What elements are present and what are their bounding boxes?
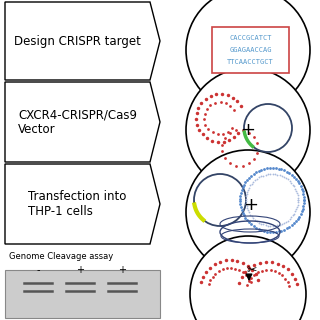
- Text: +: +: [118, 265, 126, 275]
- Text: CXCR4-CRISPR/Cas9
Vector: CXCR4-CRISPR/Cas9 Vector: [18, 108, 137, 136]
- Text: -: -: [36, 265, 40, 275]
- Circle shape: [186, 68, 310, 192]
- Polygon shape: [5, 2, 160, 80]
- Text: +: +: [244, 196, 259, 214]
- Bar: [5, 270, 160, 318]
- FancyBboxPatch shape: [212, 27, 289, 73]
- Circle shape: [186, 0, 310, 112]
- Circle shape: [190, 236, 306, 320]
- Text: +: +: [76, 265, 84, 275]
- Text: TTCAACCTGCT: TTCAACCTGCT: [227, 59, 274, 65]
- Text: Transfection into
THP-1 cells: Transfection into THP-1 cells: [28, 190, 127, 218]
- Text: Genome Cleavage assay: Genome Cleavage assay: [9, 252, 113, 261]
- Text: Design CRISPR target: Design CRISPR target: [14, 35, 141, 47]
- Polygon shape: [5, 82, 160, 162]
- Circle shape: [186, 150, 310, 274]
- Text: ✂: ✂: [247, 263, 257, 276]
- Text: GGAGAACCAG: GGAGAACCAG: [229, 47, 272, 53]
- Text: CACCGCATCT: CACCGCATCT: [229, 35, 272, 41]
- Text: +: +: [241, 121, 255, 139]
- Polygon shape: [5, 164, 160, 244]
